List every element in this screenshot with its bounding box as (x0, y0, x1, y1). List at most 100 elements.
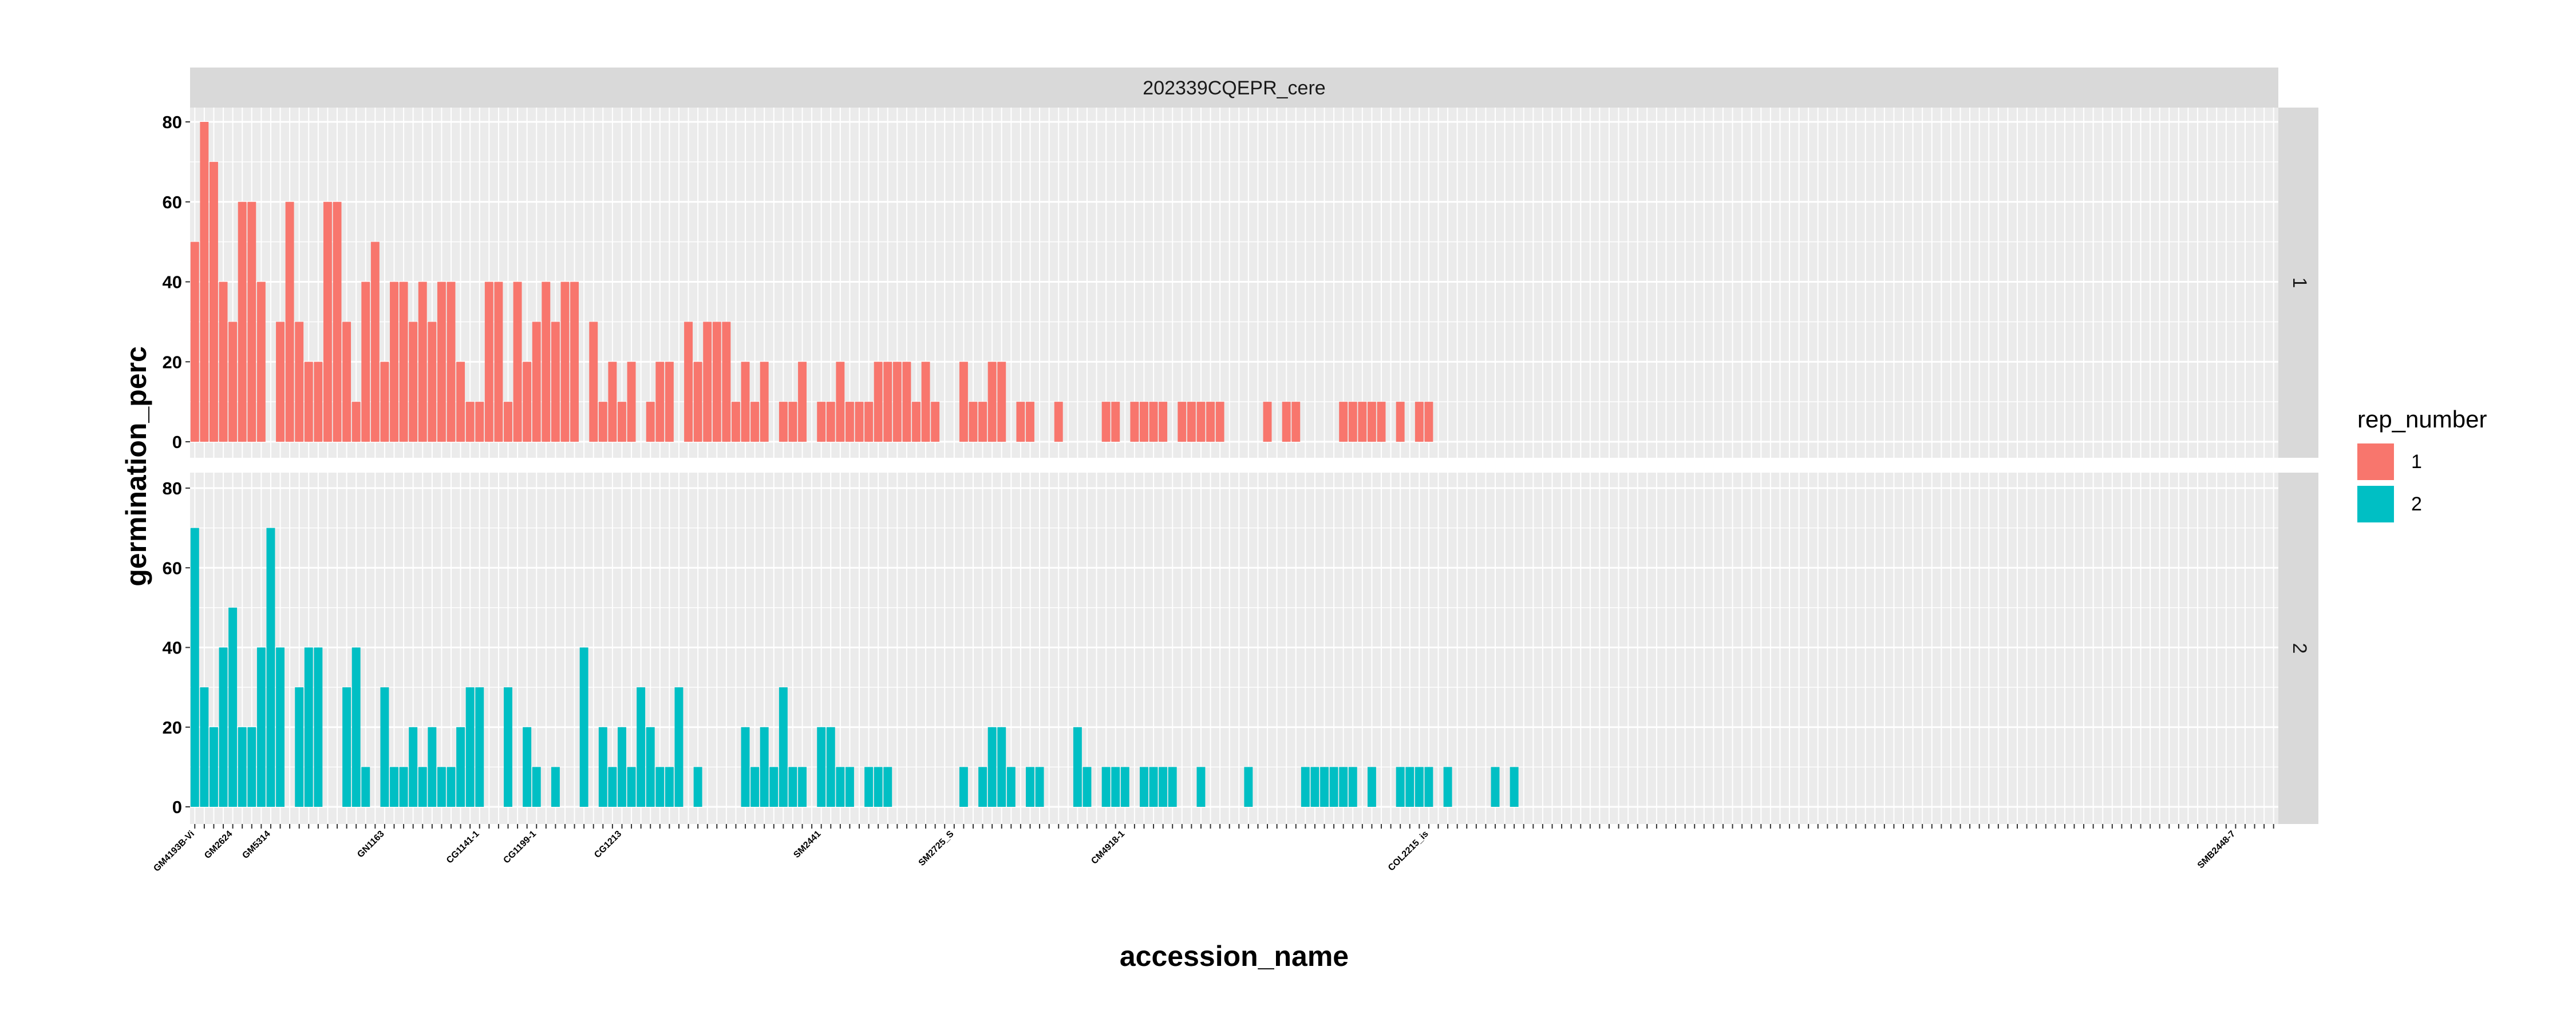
bar-rep-2 (247, 727, 256, 807)
bar-rep-1 (997, 362, 1006, 442)
bar-rep-2 (504, 687, 512, 807)
legend-key-2 (2357, 486, 2394, 522)
bar-rep-1 (1358, 402, 1367, 442)
x-tick-label: CG1199-1 (501, 829, 538, 866)
bar-rep-1 (428, 322, 437, 442)
bar-rep-1 (1367, 402, 1376, 442)
facet-strip-right-background-2 (2278, 473, 2318, 824)
bar-rep-2 (1101, 767, 1111, 807)
y-tick-label: 80 (163, 112, 182, 132)
facet-strip-background (190, 68, 2278, 108)
facet-strip-label-2: 2 (2289, 643, 2310, 654)
y-tick-label: 0 (172, 797, 182, 817)
bar-rep-1 (323, 201, 332, 442)
bar-rep-1 (855, 402, 864, 442)
bar-rep-1 (987, 362, 997, 442)
bar-rep-1 (608, 362, 617, 442)
bar-rep-2 (1396, 767, 1405, 807)
y-tick-label: 20 (163, 352, 182, 372)
bar-rep-1 (703, 322, 712, 442)
legend-label-2: 2 (2411, 493, 2422, 515)
bar-rep-1 (655, 362, 665, 442)
bar-rep-1 (370, 241, 380, 442)
bar-rep-2 (665, 767, 674, 807)
bar-rep-1 (409, 322, 418, 442)
bar-rep-1 (1215, 402, 1224, 442)
bar-rep-2 (1415, 767, 1424, 807)
bar-rep-2 (845, 767, 854, 807)
bar-rep-2 (1424, 767, 1433, 807)
bar-rep-2 (428, 727, 437, 807)
y-axis-title: germination_perc (120, 346, 152, 587)
bar-rep-1 (1130, 402, 1139, 442)
facet-strip-top: 202339CQEPR_cere (190, 68, 2278, 108)
bar-rep-1 (731, 402, 740, 442)
bar-rep-2 (1149, 767, 1158, 807)
facet-strip-right-1: 1 (2278, 108, 2318, 458)
bar-rep-1 (779, 402, 788, 442)
bar-rep-2 (1301, 767, 1310, 807)
bar-rep-2 (579, 647, 588, 807)
bar-rep-1 (589, 322, 598, 442)
bar-rep-1 (513, 282, 522, 442)
bar-rep-2 (760, 727, 769, 807)
bar-rep-1 (1415, 402, 1424, 442)
bar-rep-2 (437, 767, 446, 807)
bar-rep-1 (826, 402, 835, 442)
bar-rep-1 (693, 362, 702, 442)
x-tick-label: SMB2448-7 (2196, 829, 2237, 870)
bar-rep-2 (209, 727, 218, 807)
bar-rep-2 (769, 767, 779, 807)
bar-rep-2 (1168, 767, 1177, 807)
bar-rep-1 (1396, 402, 1405, 442)
bar-rep-1 (978, 402, 987, 442)
bar-rep-2 (618, 727, 626, 807)
bar-rep-2 (200, 687, 209, 807)
bar-rep-2 (655, 767, 665, 807)
bar-rep-1 (1101, 402, 1111, 442)
bar-rep-2 (276, 647, 285, 807)
bar-rep-1 (722, 322, 731, 442)
bar-rep-2 (1491, 767, 1500, 807)
bar-rep-1 (959, 362, 968, 442)
y-tick-label: 80 (163, 478, 182, 498)
bar-rep-2 (532, 767, 541, 807)
bar-rep-2 (1035, 767, 1044, 807)
bar-rep-2 (826, 727, 835, 807)
x-tick-label: GN1163 (355, 829, 386, 860)
bar-rep-1 (390, 282, 398, 442)
bar-rep-1 (219, 282, 228, 442)
bar-rep-2 (646, 727, 655, 807)
bar-rep-2 (256, 647, 266, 807)
bar-rep-2 (997, 727, 1006, 807)
bar-rep-1 (228, 322, 238, 442)
bar-rep-1 (437, 282, 446, 442)
bar-rep-1 (475, 402, 484, 442)
bar-rep-2 (750, 767, 760, 807)
bar-rep-1 (380, 362, 389, 442)
bar-rep-1 (285, 201, 294, 442)
legend-title: rep_number (2357, 406, 2487, 433)
x-tick-label: GM2624 (203, 829, 234, 861)
x-tick-label: CG1213 (592, 829, 623, 860)
bar-rep-2 (1405, 767, 1415, 807)
y-tick-label: 20 (163, 718, 182, 738)
bar-rep-2 (598, 727, 607, 807)
bar-rep-2 (1120, 767, 1129, 807)
bar-rep-1 (570, 282, 579, 442)
bar-rep-2 (1348, 767, 1357, 807)
bar-rep-1 (627, 362, 636, 442)
bar-rep-1 (750, 402, 760, 442)
bar-rep-1 (931, 402, 940, 442)
bar-rep-1 (1282, 402, 1291, 442)
bar-rep-1 (304, 362, 313, 442)
bar-rep-1 (712, 322, 721, 442)
bar-rep-1 (684, 322, 693, 442)
facet-strip-label-1: 1 (2289, 278, 2310, 288)
legend: rep_number 1 2 (2357, 406, 2487, 522)
y-tick-label: 0 (172, 432, 182, 452)
x-tick-label: CM4918-1 (1089, 829, 1127, 866)
bar-rep-1 (484, 282, 493, 442)
panel-rep-2 (190, 473, 2278, 824)
bars-rep-1 (190, 122, 1433, 442)
